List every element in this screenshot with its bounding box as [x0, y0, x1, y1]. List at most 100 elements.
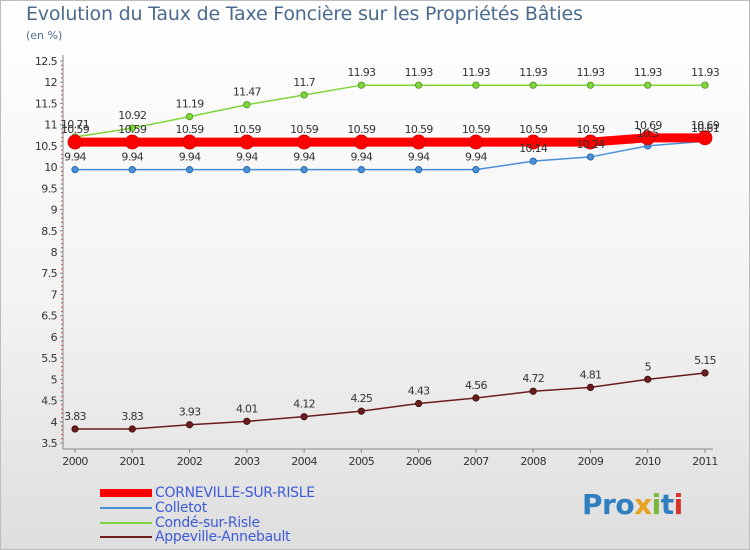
y-minor-tick — [61, 370, 63, 372]
y-minor-tick — [61, 306, 63, 308]
data-label: 3.93 — [179, 406, 201, 419]
y-minor-tick — [61, 221, 63, 223]
y-minor-tick — [61, 387, 63, 389]
y-minor-tick — [61, 302, 63, 304]
y-minor-tick — [61, 111, 63, 113]
y-minor-tick — [61, 259, 63, 261]
data-label: 11.93 — [634, 66, 663, 79]
y-minor-tick — [61, 289, 63, 291]
data-point — [701, 81, 709, 89]
data-point — [67, 134, 83, 150]
data-label: 11.93 — [576, 66, 605, 79]
data-label: 10.59 — [347, 123, 376, 136]
data-label: 11.93 — [405, 66, 434, 79]
data-point — [353, 134, 369, 150]
y-minor-tick — [61, 94, 63, 96]
proxiti-logo[interactable]: Proxiti — [582, 488, 683, 521]
y-tick-label: 7 — [51, 288, 58, 301]
data-label: 9.94 — [64, 151, 86, 164]
data-label: 10.5 — [637, 127, 659, 140]
y-minor-tick — [61, 434, 63, 436]
y-minor-tick — [61, 417, 63, 419]
y-minor-tick — [61, 175, 63, 177]
y-minor-tick — [61, 327, 63, 329]
y-tick-label: 12.5 — [35, 55, 58, 68]
data-label: 4.12 — [293, 398, 315, 411]
y-tick-label: 7.5 — [41, 267, 57, 280]
y-minor-tick — [61, 412, 63, 414]
chart-title: Evolution du Taux de Taxe Foncière sur l… — [26, 3, 583, 25]
y-tick-label: 4.5 — [41, 395, 57, 408]
y-minor-tick — [61, 149, 63, 151]
legend-item-corneville[interactable]: CORNEVILLE-SUR-RISLE — [100, 485, 315, 501]
data-label: 10.69 — [634, 119, 663, 132]
data-point — [525, 134, 541, 150]
legend-item-conde[interactable]: Condé-sur-Risle — [100, 515, 260, 531]
data-label: 11.93 — [519, 66, 548, 79]
y-minor-tick — [61, 243, 63, 245]
y-minor-tick — [61, 119, 63, 121]
x-tick-label: 2008 — [520, 455, 546, 468]
y-minor-tick — [61, 132, 63, 134]
y-tick-label: 10 — [44, 161, 57, 174]
data-point — [586, 383, 595, 391]
data-point — [185, 421, 194, 429]
series-line — [74, 372, 706, 430]
data-point — [124, 134, 140, 150]
y-minor-tick — [61, 115, 63, 117]
y-minor-tick — [61, 374, 63, 376]
logo-part: i — [673, 488, 684, 521]
data-point — [243, 101, 251, 109]
x-tick-label: 2005 — [349, 455, 375, 468]
y-minor-tick — [61, 344, 63, 346]
data-point — [415, 81, 423, 89]
data-point — [472, 166, 480, 174]
data-label: 10.59 — [176, 123, 205, 136]
y-minor-tick — [61, 238, 63, 240]
y-minor-tick — [61, 73, 63, 75]
x-tick-label: 2006 — [406, 455, 432, 468]
data-label: 4.25 — [351, 392, 373, 405]
y-minor-tick — [61, 425, 63, 427]
data-point — [185, 113, 194, 121]
data-point — [182, 134, 197, 150]
logo-part: Pro — [582, 488, 635, 521]
data-point — [300, 166, 308, 174]
x-tick-label: 2002 — [177, 455, 203, 468]
y-minor-tick — [61, 353, 63, 355]
y-minor-tick — [61, 162, 63, 164]
y-minor-tick — [61, 323, 63, 325]
data-point — [128, 124, 136, 132]
data-point — [243, 166, 251, 174]
y-minor-tick — [61, 213, 63, 215]
data-point — [644, 81, 652, 89]
series-line — [74, 84, 706, 138]
y-minor-tick — [61, 196, 63, 198]
y-minor-tick — [61, 85, 63, 87]
data-point — [529, 81, 537, 89]
y-minor-tick — [61, 179, 63, 181]
y-tick-label: 5.5 — [41, 352, 57, 365]
legend-swatch-appeville — [100, 536, 152, 538]
x-tick-label: 2011 — [692, 455, 718, 468]
data-point — [411, 134, 427, 150]
legend-item-appeville[interactable]: Appeville-Annebault — [100, 529, 291, 545]
legend-item-colletot[interactable]: Colletot — [100, 500, 207, 516]
data-label: 3.83 — [64, 410, 86, 423]
data-point — [357, 166, 365, 174]
y-minor-tick — [61, 98, 63, 100]
y-minor-tick — [61, 226, 63, 228]
data-point — [697, 130, 713, 146]
y-minor-tick — [61, 281, 63, 283]
data-point — [529, 157, 537, 165]
x-tick-label: 2004 — [291, 455, 317, 468]
y-minor-tick — [61, 298, 63, 300]
y-minor-tick — [61, 408, 63, 410]
data-label: 11.19 — [176, 98, 205, 111]
y-minor-tick — [61, 192, 63, 194]
data-point — [468, 134, 484, 150]
data-point — [243, 417, 251, 425]
data-label: 4.72 — [522, 372, 544, 385]
data-label: 10.14 — [519, 142, 548, 155]
